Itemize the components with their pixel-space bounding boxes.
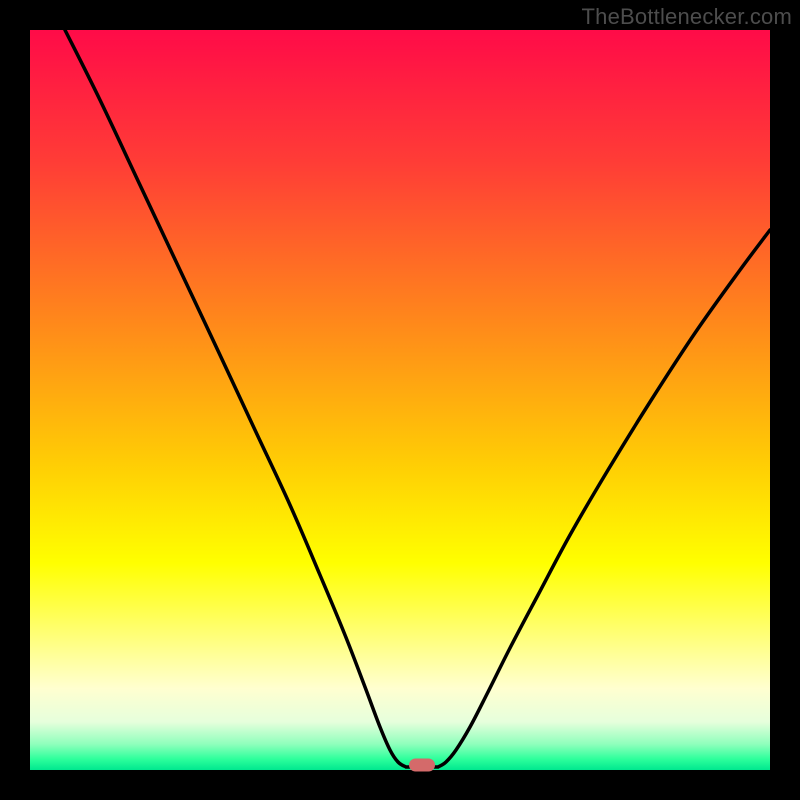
plot-area — [30, 30, 770, 770]
chart-frame: TheBottlenecker.com — [0, 0, 800, 800]
optimum-marker — [409, 759, 435, 772]
bottleneck-chart — [0, 0, 800, 800]
watermark-text: TheBottlenecker.com — [582, 4, 792, 30]
